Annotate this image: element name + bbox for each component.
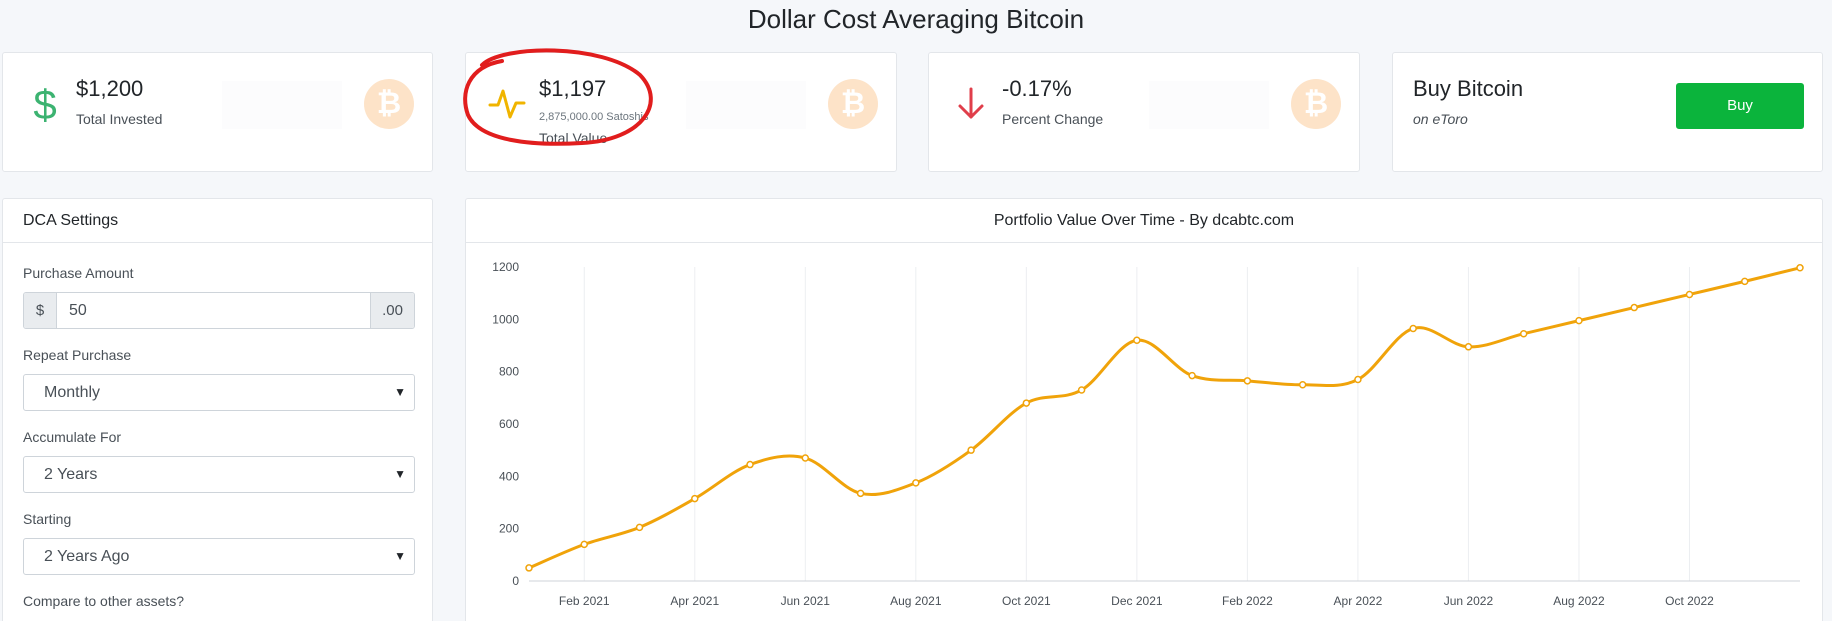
data-point xyxy=(1188,371,1196,380)
dca-settings-header: DCA Settings xyxy=(3,199,432,243)
data-point xyxy=(1409,324,1417,333)
y-tick-label: 200 xyxy=(499,522,519,536)
data-point xyxy=(1796,264,1804,272)
data-point xyxy=(746,460,754,469)
data-point xyxy=(1740,277,1749,286)
currency-prefix: $ xyxy=(24,293,57,328)
x-tick-label: Jun 2022 xyxy=(1444,594,1494,608)
portfolio-line-chart: 0 200 400 600 800 1000 1200 Feb 2021 Apr 2021 Jun… xyxy=(492,260,1804,608)
starting-label: Starting xyxy=(23,511,72,527)
total-invested-value: $1,200 xyxy=(76,76,144,101)
data-point xyxy=(912,479,920,487)
dollar-icon: $ xyxy=(25,81,65,128)
data-point xyxy=(580,540,589,549)
data-point xyxy=(1022,399,1031,407)
page-title: Dollar Cost Averaging Bitcoin xyxy=(747,4,1085,34)
purchase-amount-label: Purchase Amount xyxy=(23,265,134,281)
data-point xyxy=(1685,290,1694,299)
data-point xyxy=(635,523,644,532)
chart-title: Portfolio Value Over Time - By dcabtc.co… xyxy=(466,199,1822,243)
x-tick-label: Feb 2022 xyxy=(1222,594,1273,608)
accumulate-for-label: Accumulate For xyxy=(23,429,122,445)
data-point xyxy=(967,446,975,454)
data-point xyxy=(1575,316,1583,325)
data-point xyxy=(801,454,810,462)
sparkline-placeholder xyxy=(222,81,342,129)
arrow-down-icon xyxy=(951,81,991,125)
dca-settings-panel: DCA Settings Purchase Amount $ .00 Repea… xyxy=(2,198,433,621)
purchase-amount-input[interactable] xyxy=(57,293,370,328)
data-point xyxy=(1077,386,1086,394)
y-tick-label: 800 xyxy=(499,365,519,379)
buy-button[interactable]: Buy xyxy=(1676,83,1804,129)
total-invested-label: Total Invested xyxy=(76,111,163,127)
data-point xyxy=(1464,343,1473,351)
svg-text:$: $ xyxy=(33,81,56,125)
purchase-amount-group: $ .00 xyxy=(23,292,415,329)
repeat-purchase-value: Monthly xyxy=(44,384,101,401)
portfolio-value-line xyxy=(528,266,1801,570)
data-point xyxy=(856,489,865,498)
percent-change-label: Percent Change xyxy=(1002,111,1104,127)
data-point xyxy=(1519,329,1528,338)
red-circle-annotation xyxy=(463,48,653,146)
sparkline-placeholder xyxy=(1149,81,1269,129)
buy-bitcoin-title: Buy Bitcoin xyxy=(1413,76,1524,101)
x-tick-label: Aug 2021 xyxy=(890,594,942,608)
data-point xyxy=(691,494,699,503)
pulse-icon xyxy=(488,81,528,125)
data-point xyxy=(1630,303,1638,312)
x-tick-label: Oct 2022 xyxy=(1665,594,1714,608)
percent-change-value: -0.17% xyxy=(1002,76,1072,101)
accumulate-for-select[interactable]: 2 Years ▼ xyxy=(23,456,415,493)
y-tick-label: 0 xyxy=(512,574,519,588)
accumulate-for-value: 2 Years xyxy=(44,466,98,483)
starting-select[interactable]: 2 Years Ago ▼ xyxy=(23,538,415,575)
compare-assets-label: Compare to other assets? xyxy=(23,593,185,609)
total-value-value: $1,197 xyxy=(539,76,607,101)
y-tick-label: 1000 xyxy=(492,312,519,326)
data-point xyxy=(1133,336,1141,345)
y-tick-label: 600 xyxy=(499,417,519,431)
x-tick-label: Apr 2021 xyxy=(670,594,719,608)
x-tick-label: Oct 2021 xyxy=(1002,594,1051,608)
x-tick-label: Dec 2021 xyxy=(1111,594,1163,608)
repeat-purchase-select[interactable]: Monthly ▼ xyxy=(23,374,415,411)
y-tick-label: 1200 xyxy=(492,260,519,274)
x-tick-label: Apr 2022 xyxy=(1334,594,1383,608)
total-value-card: $1,197 2,875,000.00 Satoshis Total Value… xyxy=(463,48,897,172)
x-tick-label: Aug 2022 xyxy=(1553,594,1605,608)
y-tick-label: 400 xyxy=(499,469,519,483)
chevron-down-icon: ▼ xyxy=(394,467,406,481)
chart-panel: Portfolio Value Over Time - By dcabtc.co… xyxy=(465,198,1823,621)
data-point xyxy=(525,564,533,572)
bitcoin-icon: ₿ xyxy=(828,79,878,129)
data-point xyxy=(1354,375,1362,384)
chevron-down-icon: ▼ xyxy=(394,385,406,399)
data-point xyxy=(1298,381,1307,389)
bitcoin-icon: ₿ xyxy=(364,79,414,129)
buy-bitcoin-subtitle: on eToro xyxy=(1413,111,1468,127)
bitcoin-icon: ₿ xyxy=(1291,79,1341,129)
data-point xyxy=(1243,377,1252,385)
x-tick-label: Feb 2021 xyxy=(559,594,610,608)
sparkline-placeholder xyxy=(686,81,806,129)
cents-suffix: .00 xyxy=(370,293,414,328)
percent-change-card: -0.17% Percent Change ₿ xyxy=(928,52,1360,172)
starting-value: 2 Years Ago xyxy=(44,548,130,565)
repeat-purchase-label: Repeat Purchase xyxy=(23,347,132,363)
buy-bitcoin-card: Buy Bitcoin on eToro Buy xyxy=(1392,52,1823,172)
total-invested-card: $ $1,200 Total Invested ₿ xyxy=(2,52,433,172)
chevron-down-icon: ▼ xyxy=(394,549,406,563)
satoshis-value: 2,875,000.00 Satoshis xyxy=(539,111,649,123)
x-tick-label: Jun 2021 xyxy=(781,594,831,608)
